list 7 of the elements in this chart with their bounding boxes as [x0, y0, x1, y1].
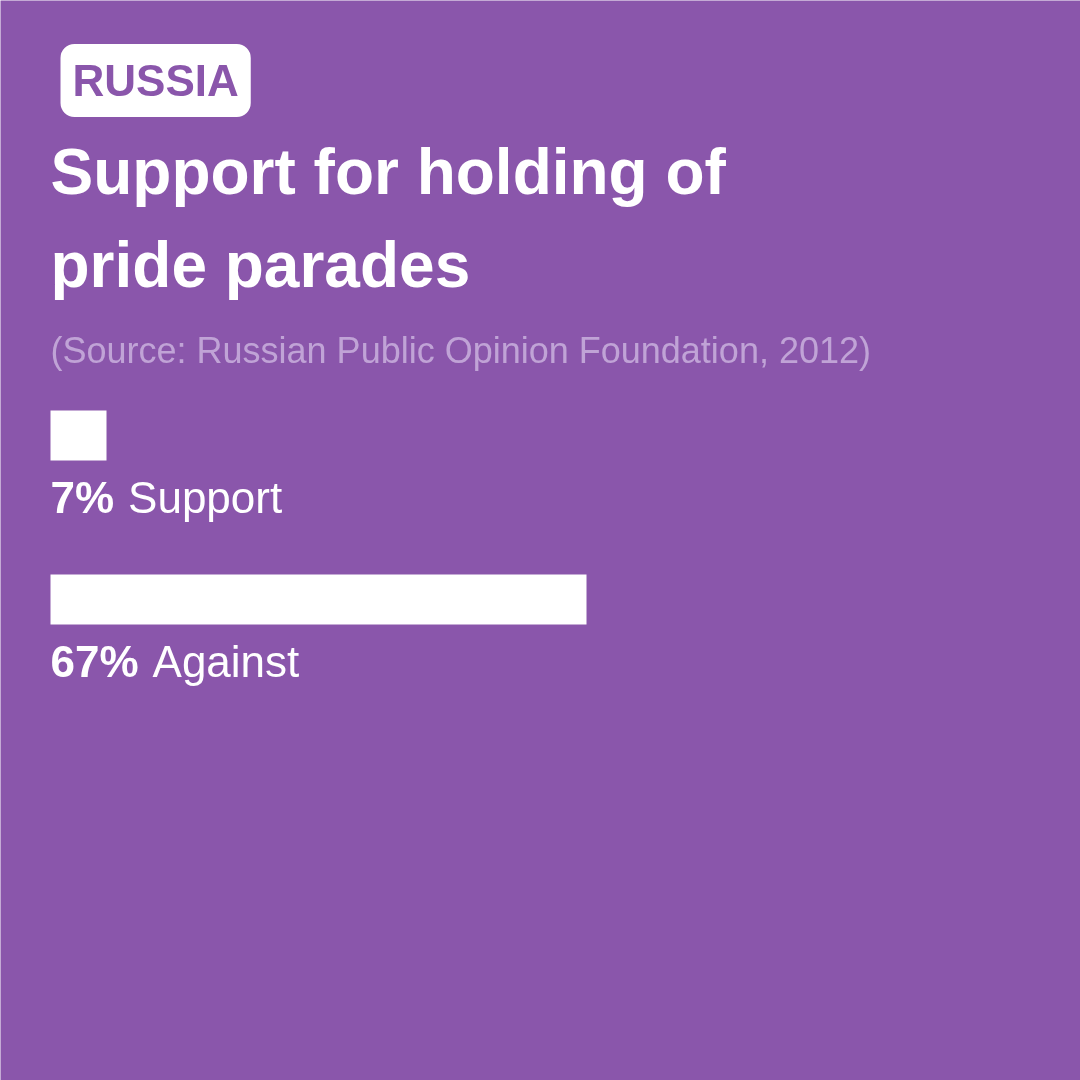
data-label: 7%	[50, 473, 115, 522]
text: RUSSIA	[72, 56, 239, 105]
y-tick-label: Support	[128, 473, 283, 522]
y-tick-label: Against	[152, 637, 300, 686]
data-label: 67%	[50, 637, 139, 686]
chart-subtitle: (Source: Russian Public Opinion Foundation, 2012)	[50, 330, 871, 371]
chart-title: Support for holding of pride parades	[50, 135, 727, 302]
